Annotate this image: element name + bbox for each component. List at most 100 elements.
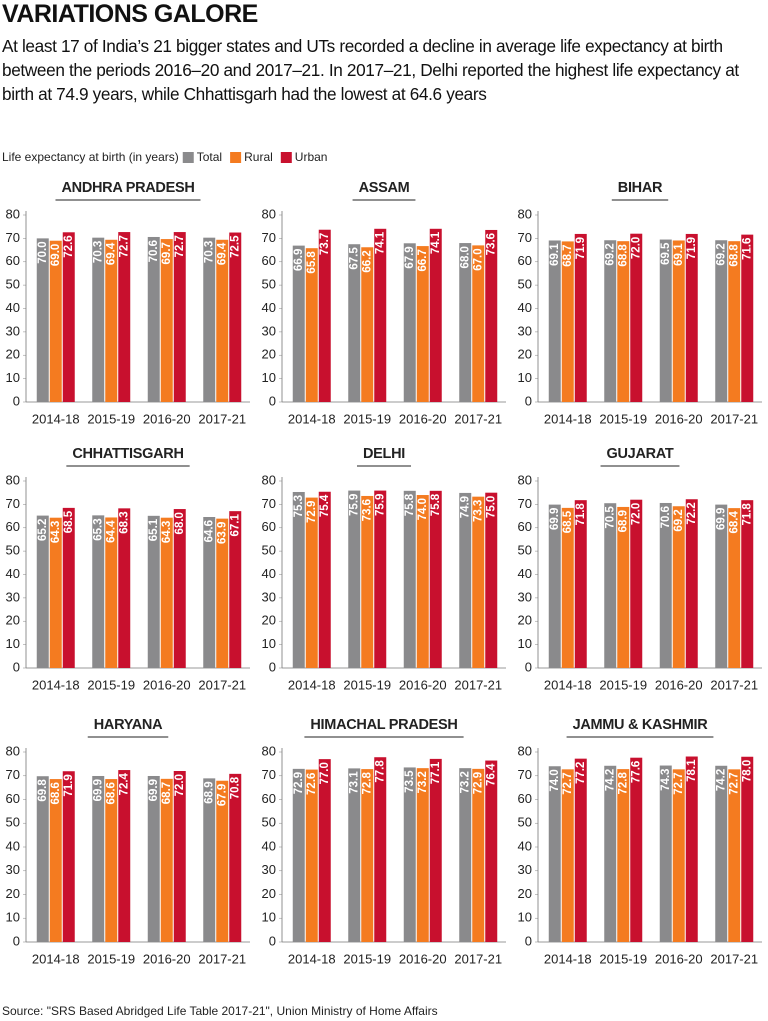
- bar: [361, 495, 374, 668]
- bar: [118, 232, 131, 402]
- y-tick-label: 70: [262, 230, 276, 245]
- bar: [429, 228, 442, 402]
- x-tick-label: 2017-21: [710, 411, 758, 426]
- bar: [36, 776, 49, 942]
- value-label: 71.8: [741, 503, 753, 526]
- bar: [728, 508, 741, 668]
- value-label: 72.6: [63, 235, 75, 257]
- bar: [685, 499, 698, 668]
- y-tick-label: 40: [6, 300, 20, 315]
- bar: [305, 248, 318, 402]
- bar: [105, 239, 118, 402]
- value-label: 69.9: [148, 779, 160, 801]
- value-label: 63.9: [216, 522, 228, 544]
- bar: [548, 240, 561, 402]
- legend-swatch: [182, 152, 194, 163]
- value-label: 69.2: [673, 509, 685, 531]
- x-tick-label: 2017-21: [198, 951, 246, 966]
- y-tick-label: 60: [6, 519, 20, 534]
- bar: [741, 756, 754, 942]
- bar: [561, 241, 574, 402]
- bar: [292, 768, 305, 942]
- x-tick-label: 2017-21: [710, 677, 758, 692]
- bar: [728, 241, 741, 402]
- value-label: 69.4: [216, 242, 228, 265]
- x-tick-label: 2015-19: [343, 411, 391, 426]
- y-tick-label: 60: [6, 791, 20, 806]
- panel-title: HIMACHAL PRADESH: [310, 717, 457, 733]
- x-tick-label: 2014-18: [544, 951, 592, 966]
- panel-title: GUJARAT: [607, 446, 674, 462]
- bar: [630, 233, 643, 402]
- legend-swatch: [280, 152, 292, 163]
- value-label: 68.8: [728, 244, 740, 267]
- bar: [374, 757, 387, 942]
- bar: [160, 517, 173, 668]
- value-label: 68.9: [203, 781, 215, 803]
- value-label: 69.1: [549, 243, 561, 266]
- x-tick-label: 2014-18: [544, 411, 592, 426]
- value-label: 76.4: [485, 763, 497, 786]
- bar: [604, 240, 617, 402]
- x-tick-label: 2016-20: [399, 677, 447, 692]
- bar: [147, 775, 160, 942]
- bar: [672, 506, 685, 668]
- value-label: 72.4: [118, 772, 130, 795]
- value-label: 72.0: [630, 503, 642, 525]
- y-tick-label: 40: [518, 566, 532, 581]
- bar: [173, 771, 186, 942]
- y-tick-label: 40: [262, 838, 276, 853]
- value-label: 73.6: [485, 233, 497, 255]
- value-label: 73.2: [459, 771, 471, 793]
- y-tick-label: 80: [262, 743, 276, 758]
- y-tick-label: 50: [262, 277, 276, 292]
- y-tick-label: 40: [6, 838, 20, 853]
- panel-title: JAMMU & KASHMIR: [573, 717, 709, 733]
- value-label: 68.0: [459, 246, 471, 268]
- value-label: 69.9: [549, 508, 561, 530]
- bar: [305, 769, 318, 942]
- y-tick-label: 0: [13, 933, 20, 948]
- y-tick-label: 40: [262, 566, 276, 581]
- value-label: 74.1: [374, 231, 386, 254]
- value-label: 69.2: [604, 243, 616, 265]
- panel-title: ANDHRA PRADESH: [61, 180, 194, 196]
- bar: [160, 778, 173, 942]
- bar: [348, 244, 361, 402]
- bar: [416, 246, 429, 402]
- y-tick-label: 30: [518, 323, 532, 338]
- bar: [92, 515, 105, 668]
- y-tick-label: 40: [518, 838, 532, 853]
- value-label: 75.9: [374, 494, 386, 516]
- panel-title: CHHATTISGARH: [72, 446, 183, 462]
- panel-title: BIHAR: [618, 180, 663, 196]
- value-label: 68.3: [118, 511, 130, 533]
- bar: [715, 765, 728, 942]
- y-tick-label: 60: [518, 519, 532, 534]
- x-tick-label: 2014-18: [544, 677, 592, 692]
- value-label: 70.3: [203, 241, 215, 263]
- bar: [685, 756, 698, 942]
- y-tick-label: 80: [6, 743, 20, 758]
- value-label: 72.7: [118, 235, 130, 257]
- bar: [36, 238, 49, 402]
- bar: [173, 232, 186, 402]
- y-tick-label: 50: [518, 277, 532, 292]
- value-label: 67.9: [216, 784, 228, 806]
- bar: [229, 511, 242, 668]
- bar: [472, 768, 485, 942]
- bar: [659, 502, 672, 668]
- y-tick-label: 0: [13, 659, 20, 674]
- y-tick-label: 80: [518, 206, 532, 221]
- y-tick-label: 20: [518, 347, 532, 362]
- y-tick-label: 70: [6, 767, 20, 782]
- bar: [62, 232, 75, 402]
- bar: [429, 758, 442, 942]
- value-label: 64.3: [50, 521, 62, 543]
- value-label: 72.2: [686, 502, 698, 524]
- value-label: 72.7: [673, 772, 685, 794]
- page-subtitle: At least 17 of India’s 21 bigger states …: [2, 36, 739, 104]
- y-tick-label: 60: [262, 253, 276, 268]
- bar: [630, 757, 643, 942]
